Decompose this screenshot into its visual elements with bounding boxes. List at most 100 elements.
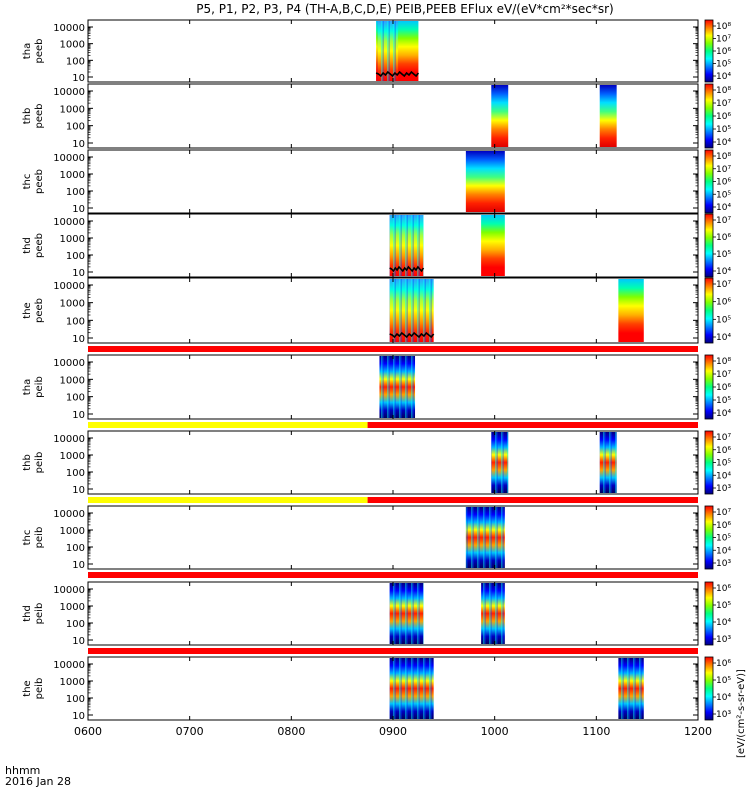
y-tick-label: 100 bbox=[66, 251, 85, 262]
colorbar-tick-label: 10⁵ bbox=[716, 190, 731, 200]
instrument-label: peeb bbox=[34, 169, 45, 194]
y-tick-label: 10 bbox=[72, 485, 85, 496]
colorbar-tick-label: 10⁸ bbox=[716, 86, 731, 96]
colorbar-tick-label: 10⁵ bbox=[716, 315, 731, 325]
colorbar-tick-label: 10⁴ bbox=[716, 618, 731, 628]
instrument-label: peeb bbox=[34, 233, 45, 258]
colorbar-tick-label: 10⁶ bbox=[716, 584, 731, 594]
y-tick-label: 10 bbox=[72, 204, 85, 215]
y-tick-label: 10 bbox=[72, 268, 85, 279]
status-bar-segment bbox=[367, 497, 698, 503]
instrument-label: peib bbox=[34, 603, 45, 625]
colorbar-tick-label: 10⁴ bbox=[716, 333, 731, 343]
spectrogram-texture bbox=[465, 507, 505, 568]
spacecraft-potential-trace bbox=[389, 265, 425, 273]
colorbar-tick-label: 10⁶ bbox=[716, 383, 731, 393]
probe-label: tha bbox=[22, 43, 33, 59]
spacecraft-potential-trace bbox=[375, 70, 420, 78]
probe-label: thc bbox=[22, 174, 33, 190]
colorbar-tick-label: 10⁶ bbox=[716, 233, 731, 243]
panel-label: the peeb bbox=[22, 298, 45, 323]
y-tick-label: 10 bbox=[72, 73, 85, 84]
colorbar-tick-label: 10⁶ bbox=[716, 298, 731, 308]
panel: 10000 1000 100 10 tha peeb 10⁸ 10⁷ 10⁶ 10⁵ 10⁴ bbox=[22, 19, 731, 84]
y-tick-label: 1000 bbox=[60, 602, 85, 613]
y-tick-label: 100 bbox=[66, 694, 85, 705]
y-tick-label: 10000 bbox=[53, 23, 85, 34]
panel: 10000 1000 100 10 thb peeb 10⁸ 10⁷ 10⁶ 10⁵ 10⁴ bbox=[22, 83, 731, 150]
panel: 10000 1000 100 10 the peib 10⁶ 10⁵ 10⁴ 10³ bbox=[22, 656, 731, 722]
y-tick-label: 10 bbox=[72, 334, 85, 345]
y-tick-label: 10000 bbox=[53, 509, 85, 520]
colorbar-tick-label: 10⁶ bbox=[716, 112, 731, 122]
panel-label: thb peib bbox=[22, 452, 45, 474]
panel-label: thd peib bbox=[22, 603, 45, 625]
y-tick-label: 100 bbox=[66, 316, 85, 327]
y-tick-label: 1000 bbox=[60, 526, 85, 537]
y-tick-label: 10000 bbox=[53, 434, 85, 445]
x-tick-label: 0600 bbox=[74, 725, 102, 738]
status-bar-segment bbox=[88, 572, 698, 578]
colorbar bbox=[704, 581, 714, 646]
y-tick-label: 100 bbox=[66, 468, 85, 479]
probe-label: thb bbox=[22, 108, 33, 125]
y-tick-label: 10 bbox=[72, 560, 85, 571]
probe-label: thb bbox=[22, 454, 33, 471]
status-bar-segment bbox=[367, 422, 698, 428]
colorbar-tick-label: 10⁵ bbox=[716, 60, 731, 70]
y-tick-label: 10 bbox=[72, 636, 85, 647]
colorbar-tick-label: 10⁴ bbox=[716, 693, 731, 703]
colorbar-tick-label: 10⁴ bbox=[716, 409, 731, 419]
status-bar-segment bbox=[88, 422, 368, 428]
x-tick-label: 0800 bbox=[277, 725, 305, 738]
colorbar-tick-label: 10⁷ bbox=[716, 508, 731, 518]
colorbar-tick-label: 10³ bbox=[716, 484, 731, 494]
colorbar-tick-label: 10³ bbox=[716, 635, 731, 645]
panel-label: thc peeb bbox=[22, 169, 45, 194]
colorbar-tick-label: 10⁶ bbox=[716, 446, 731, 456]
spectrogram-texture bbox=[379, 356, 416, 418]
colorbar-tick-label: 10³ bbox=[716, 710, 731, 720]
probe-label: the bbox=[22, 302, 33, 318]
colorbar-tick-label: 10⁷ bbox=[716, 99, 731, 109]
colorbar-tick-label: 10⁵ bbox=[716, 601, 731, 611]
spectrogram-block bbox=[618, 279, 644, 342]
panel: 10000 1000 100 10 thb peib 10⁷ 10⁶ 10⁵ 10⁴ 10³ bbox=[22, 430, 731, 503]
instrument-label: peeb bbox=[34, 104, 45, 129]
colorbar-tick-label: 10⁸ bbox=[716, 22, 731, 32]
colorbar-tick-label: 10⁷ bbox=[716, 216, 731, 226]
probe-label: tha bbox=[22, 379, 33, 395]
y-tick-label: 10000 bbox=[53, 153, 85, 164]
status-bar-segment bbox=[88, 497, 368, 503]
colorbar-tick-label: 10⁸ bbox=[716, 152, 731, 162]
y-tick-label: 10000 bbox=[53, 358, 85, 369]
panel-label: tha peeb bbox=[22, 39, 45, 64]
colorbar bbox=[704, 19, 714, 83]
x-tick-label: 1200 bbox=[684, 725, 712, 738]
colorbar-tick-label: 10³ bbox=[716, 559, 731, 569]
colorbar-tick-label: 10⁵ bbox=[716, 676, 731, 686]
y-tick-label: 10000 bbox=[53, 660, 85, 671]
colorbar bbox=[704, 213, 714, 278]
x-tick-label: 1000 bbox=[481, 725, 509, 738]
instrument-label: peeb bbox=[34, 39, 45, 64]
y-tick-label: 10 bbox=[72, 139, 85, 150]
colorbar-tick-label: 10⁵ bbox=[716, 459, 731, 469]
colorbar-tick-label: 10⁶ bbox=[716, 178, 731, 188]
y-tick-label: 100 bbox=[66, 393, 85, 404]
panel: 10000 1000 100 10 thd peeb 10⁷ 10⁶ 10⁵ 10⁴ bbox=[22, 213, 731, 279]
y-tick-label: 100 bbox=[66, 619, 85, 630]
panel-label: the peib bbox=[22, 678, 45, 700]
y-tick-label: 1000 bbox=[60, 451, 85, 462]
panel-frame bbox=[87, 505, 699, 570]
colorbar-tick-label: 10⁷ bbox=[716, 433, 731, 443]
colorbar-tick-label: 10⁵ bbox=[716, 250, 731, 260]
colorbar bbox=[704, 505, 714, 570]
y-tick-label: 1000 bbox=[60, 375, 85, 386]
y-tick-label: 1000 bbox=[60, 299, 85, 310]
panel-label: thd peeb bbox=[22, 233, 45, 258]
spectrogram-texture bbox=[377, 21, 399, 81]
colorbar-tick-label: 10⁵ bbox=[716, 396, 731, 406]
panel: 10000 1000 100 10 thc peeb 10⁸ 10⁷ 10⁶ 10⁵ 10⁴ bbox=[22, 149, 731, 215]
probe-label: thd bbox=[22, 605, 33, 622]
